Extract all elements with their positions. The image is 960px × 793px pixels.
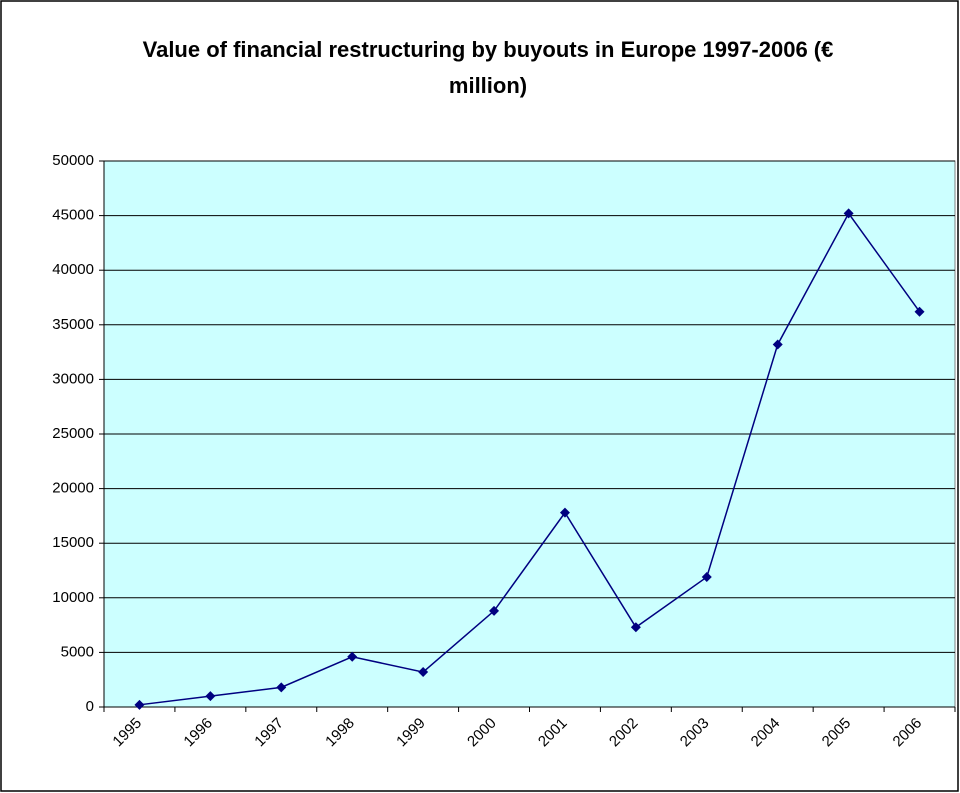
point-marker [630, 622, 641, 633]
y-tick-label: 0 [86, 698, 94, 715]
y-tick-label: 10000 [52, 589, 94, 606]
point-marker [418, 667, 429, 678]
point-marker [843, 208, 854, 219]
y-tick-label: 40000 [52, 261, 94, 278]
point-marker [205, 691, 216, 702]
point-marker [559, 507, 570, 518]
point-marker [134, 699, 145, 710]
chart-title: Value of financial restructuring by buyo… [142, 37, 834, 98]
point-marker [914, 306, 925, 317]
y-tick-label: 25000 [52, 425, 94, 442]
point-marker [772, 339, 783, 350]
series-line [139, 212, 921, 706]
point-marker [276, 682, 287, 693]
y-tick-label: 15000 [52, 534, 94, 551]
point-marker [347, 651, 358, 662]
y-tick-label: 30000 [52, 370, 94, 387]
y-tick-label: 45000 [52, 207, 94, 224]
y-tick-label: 35000 [52, 316, 94, 333]
point-marker [489, 605, 500, 616]
y-tick-label: 20000 [52, 480, 94, 497]
y-tick-label: 50000 [52, 152, 94, 169]
y-tick-label: 5000 [61, 643, 94, 660]
point-marker [701, 572, 712, 583]
